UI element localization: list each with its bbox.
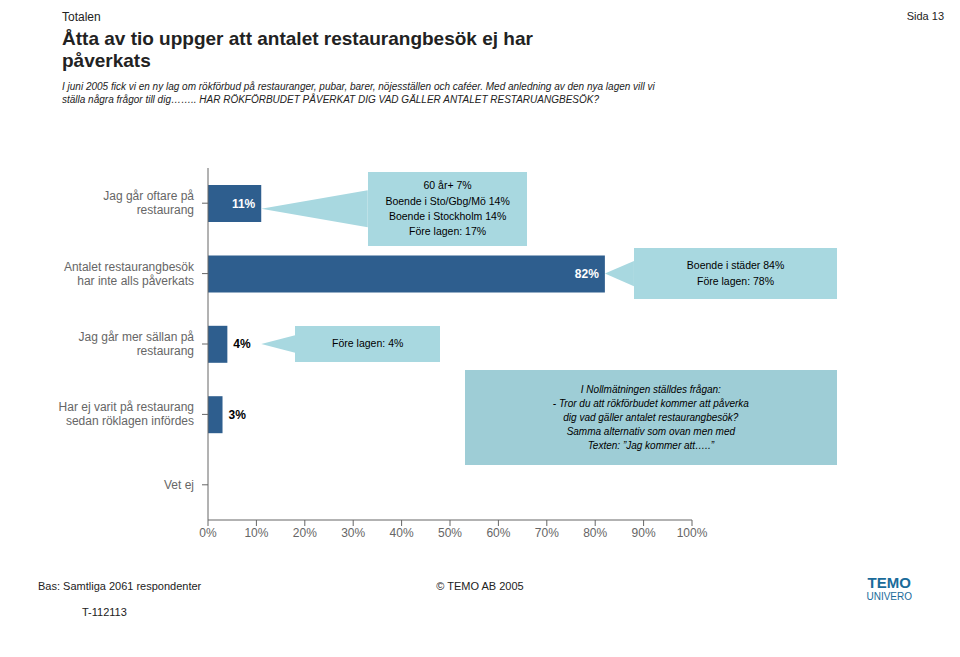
html-text:60 år+ 7% Boende i Sto/Gbg/Mö: 60 år+ 7% Boende i Sto/Gbg/Mö 14% Boende… — [385, 179, 510, 237]
svg-text:30%: 30% — [341, 526, 365, 540]
svg-text:90%: 90% — [632, 526, 656, 540]
html-text:TEMO: TEMO — [867, 574, 911, 591]
html-text:T-112113: T-112113 — [82, 606, 127, 618]
svg-text:4%: 4% — [233, 337, 251, 351]
svg-text:Antalet restaurangbesökhar int: Antalet restaurangbesökhar inte alls påv… — [64, 260, 195, 288]
html-text:© TEMO AB 2005: © TEMO AB 2005 — [436, 580, 524, 592]
html-text:UNIVERO: UNIVERO — [866, 591, 912, 602]
svg-text:3%: 3% — [229, 408, 247, 422]
svg-text:80%: 80% — [583, 526, 607, 540]
svg-text:10%: 10% — [244, 526, 268, 540]
svg-text:40%: 40% — [390, 526, 414, 540]
svg-text:70%: 70% — [535, 526, 559, 540]
svg-text:50%: 50% — [438, 526, 462, 540]
svg-text:82%: 82% — [575, 267, 599, 281]
svg-text:100%: 100% — [677, 526, 708, 540]
svg-text:Vet ej: Vet ej — [164, 478, 194, 492]
svg-text:0%: 0% — [199, 526, 217, 540]
svg-text:Jag går mer sällan pårestauran: Jag går mer sällan pårestaurang — [79, 330, 195, 358]
svg-text:20%: 20% — [293, 526, 317, 540]
html-text:Före lagen: 4%: Före lagen: 4% — [332, 337, 404, 350]
html-text:Sida 13: Sida 13 — [906, 10, 944, 22]
html-text:Bas: Samtliga 2061 respondente: Bas: Samtliga 2061 respondenter — [38, 580, 202, 592]
svg-text:Jag går oftare pårestaurang: Jag går oftare pårestaurang — [103, 189, 194, 217]
svg-text:11%: 11% — [232, 197, 256, 211]
svg-text:Har ej varit på restaurangseda: Har ej varit på restaurangsedan röklagen… — [59, 400, 194, 428]
html-text:I juni 2005 fick vi en ny lag: I juni 2005 fick vi en ny lag om rökförb… — [62, 81, 655, 105]
svg-text:60%: 60% — [486, 526, 510, 540]
html-text:Totalen: Totalen — [62, 10, 101, 24]
html-text:Boende i städer 84% Före lagen: Boende i städer 84% Före lagen: 78% — [686, 259, 785, 287]
html-text:Åtta av tio uppger att antalet: Åtta av tio uppger att antalet restauran… — [62, 28, 533, 71]
html-text:I Nollmätningen ställdes fråga: I Nollmätningen ställdes frågan: - Tror … — [552, 383, 749, 451]
